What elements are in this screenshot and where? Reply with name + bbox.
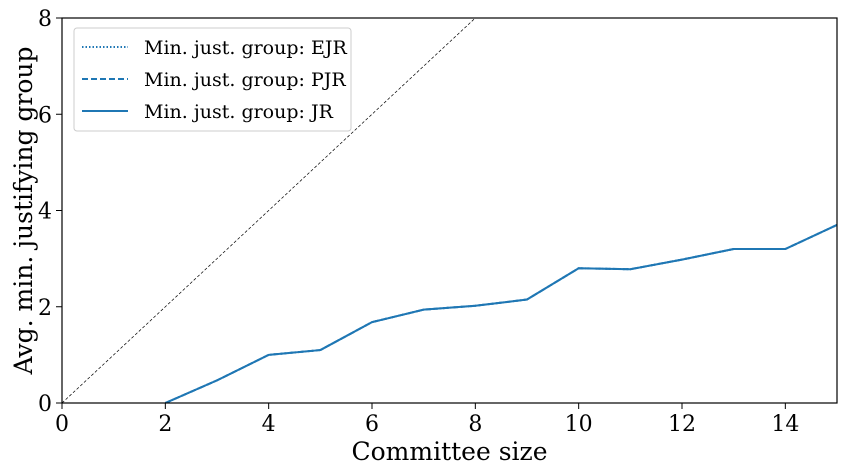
legend-label: Min. just. group: PJR — [144, 69, 346, 91]
reference-line-y-equals-x — [62, 18, 476, 403]
x-axis-label: Committee size — [351, 437, 547, 466]
legend-label: Min. just. group: EJR — [144, 37, 347, 59]
x-tick-label: 14 — [771, 412, 799, 437]
x-tick-label: 8 — [468, 412, 482, 437]
axis-ticks: 0 2 4 6 8 10 12 14 0 2 4 6 8 — [38, 7, 799, 437]
y-tick-label: 2 — [38, 296, 52, 321]
y-tick-label: 6 — [38, 103, 52, 128]
legend-box — [73, 27, 352, 132]
x-tick-label: 2 — [158, 412, 172, 437]
x-tick-label: 10 — [565, 412, 593, 437]
legend: Min. just. group: EJR Min. just. group: P… — [73, 27, 352, 132]
y-tick-label: 8 — [38, 7, 52, 32]
plot-area — [62, 18, 837, 403]
plot-frame — [61, 17, 838, 404]
x-tick-label: 0 — [55, 412, 69, 437]
series-line-dotted — [164, 224, 837, 403]
series-line-solid — [164, 224, 837, 403]
x-tick-label: 12 — [668, 412, 696, 437]
y-axis-label: Avg. min. justifying group — [9, 46, 38, 375]
legend-label: Min. just. group: JR — [144, 101, 334, 123]
y-tick-label: 0 — [38, 392, 52, 417]
x-tick-label: 4 — [262, 412, 276, 437]
x-tick-label: 6 — [365, 412, 379, 437]
series-line-dashed — [164, 224, 837, 403]
series-group — [62, 18, 837, 403]
y-tick-label: 4 — [38, 200, 52, 225]
